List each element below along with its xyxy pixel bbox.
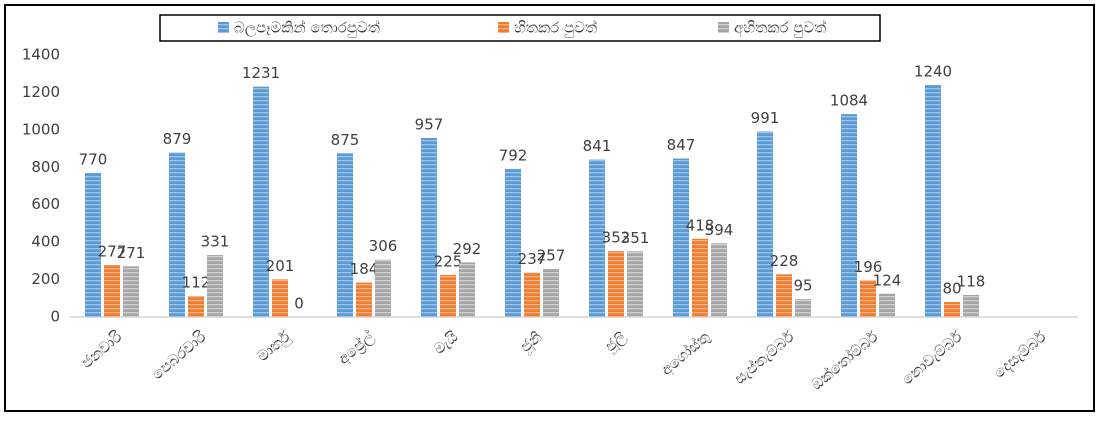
bar bbox=[169, 152, 185, 317]
x-tick-label: ජූනි bbox=[517, 328, 546, 357]
data-label: 1231 bbox=[242, 64, 280, 82]
bar bbox=[505, 168, 521, 317]
y-tick-label: 1200 bbox=[22, 83, 60, 101]
data-label: 112 bbox=[182, 274, 211, 292]
data-label: 792 bbox=[499, 146, 528, 164]
y-tick-label: 800 bbox=[31, 158, 60, 176]
data-label: 394 bbox=[705, 221, 734, 239]
data-label: 841 bbox=[583, 137, 612, 155]
data-label: 991 bbox=[751, 109, 780, 127]
data-label: 184 bbox=[350, 260, 379, 278]
data-label: 292 bbox=[453, 240, 482, 258]
data-label: 1084 bbox=[830, 92, 868, 110]
x-tick-label: අප්‍රේල් bbox=[334, 327, 378, 368]
y-tick-label: 0 bbox=[50, 308, 60, 326]
bar bbox=[337, 153, 353, 317]
x-tick-label: දෙසැම්බර් bbox=[990, 328, 1049, 382]
data-label: 80 bbox=[942, 280, 961, 298]
bar bbox=[589, 159, 605, 317]
legend-box bbox=[159, 14, 881, 42]
data-label: 770 bbox=[79, 150, 108, 168]
bar bbox=[841, 114, 857, 317]
y-tick-label: 1400 bbox=[22, 46, 60, 64]
y-tick-label: 600 bbox=[31, 195, 60, 213]
bar bbox=[440, 274, 456, 317]
bar bbox=[963, 294, 979, 317]
bar bbox=[375, 259, 391, 317]
bar bbox=[925, 84, 941, 317]
bar bbox=[85, 172, 101, 317]
data-label: 879 bbox=[163, 130, 192, 148]
data-label: 847 bbox=[667, 136, 696, 154]
data-label: 124 bbox=[873, 271, 902, 289]
bar bbox=[104, 265, 120, 317]
bar bbox=[356, 282, 372, 317]
x-tick-label: ජනවාරි bbox=[78, 328, 126, 372]
x-tick-label: ජූලි bbox=[601, 327, 630, 356]
frame bbox=[4, 4, 1095, 412]
x-tick-label: ඔක්තෝම්බර් bbox=[808, 328, 882, 394]
data-label: 875 bbox=[331, 131, 360, 149]
x-tick-label: පෙබරවාරි bbox=[148, 328, 209, 384]
data-label: 306 bbox=[369, 237, 398, 255]
bar bbox=[944, 302, 960, 317]
y-tick-label: 1000 bbox=[22, 120, 60, 138]
x-tick-label: සැප්තැම්බර් bbox=[731, 328, 798, 388]
y-tick-label: 400 bbox=[31, 233, 60, 251]
x-tick-label: නොවැම්බර් bbox=[898, 328, 965, 389]
data-label: 228 bbox=[770, 252, 799, 270]
legend-swatch bbox=[718, 22, 729, 33]
legend-swatch bbox=[218, 22, 229, 33]
data-label: 957 bbox=[415, 115, 444, 133]
bar bbox=[421, 137, 437, 317]
bar bbox=[543, 268, 559, 317]
data-label: 237 bbox=[518, 250, 547, 268]
bar bbox=[123, 266, 139, 317]
bar bbox=[795, 299, 811, 317]
data-label: 196 bbox=[854, 258, 883, 276]
bar bbox=[711, 243, 727, 317]
bar bbox=[272, 279, 288, 317]
data-label: 351 bbox=[621, 229, 650, 247]
data-label: 95 bbox=[793, 277, 812, 295]
legend-swatch bbox=[498, 22, 509, 33]
bar bbox=[627, 251, 643, 317]
bar bbox=[860, 280, 876, 317]
y-tick-label: 200 bbox=[31, 270, 60, 288]
data-label: 0 bbox=[294, 295, 304, 313]
data-label: 257 bbox=[537, 246, 566, 264]
data-label: 271 bbox=[117, 244, 146, 262]
bar bbox=[188, 296, 204, 317]
legend-label: බලපෑමකින් තොරපුවත් bbox=[234, 18, 380, 37]
bar bbox=[776, 274, 792, 317]
x-tick-label: මැයි bbox=[430, 328, 461, 358]
data-label: 118 bbox=[957, 272, 986, 290]
data-label: 1240 bbox=[914, 62, 952, 80]
data-label: 418 bbox=[686, 216, 715, 234]
data-label: 277 bbox=[98, 243, 127, 261]
bar bbox=[879, 293, 895, 317]
bar bbox=[207, 255, 223, 317]
bar bbox=[253, 86, 269, 318]
data-label: 225 bbox=[434, 252, 463, 270]
legend-label: අහිතකර පුවත් bbox=[734, 18, 826, 37]
data-label: 352 bbox=[602, 229, 631, 247]
bar bbox=[459, 262, 475, 317]
legend-label: හිතකර පුවත් bbox=[514, 18, 597, 37]
data-label: 201 bbox=[266, 257, 295, 275]
bar bbox=[692, 238, 708, 317]
x-tick-label: අගෝස්තු bbox=[657, 328, 714, 380]
data-label: 331 bbox=[201, 233, 230, 251]
bar bbox=[524, 272, 540, 317]
bar bbox=[757, 131, 773, 317]
bar bbox=[673, 158, 689, 317]
x-tick-label: මාර්තු bbox=[254, 328, 294, 366]
bar bbox=[608, 251, 624, 317]
